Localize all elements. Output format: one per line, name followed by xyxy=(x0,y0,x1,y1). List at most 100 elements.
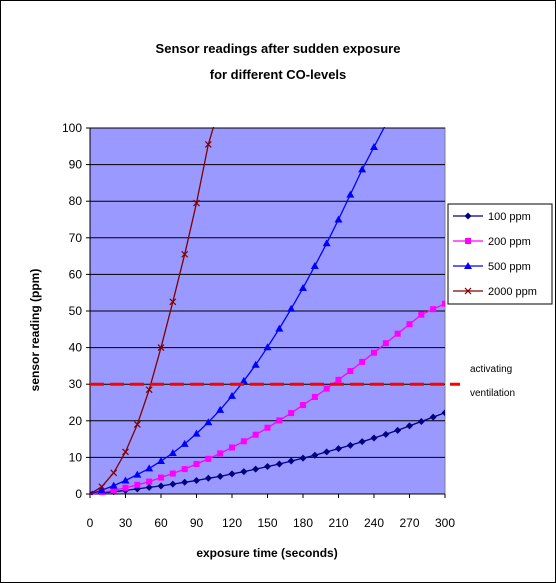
series-3-point-1 xyxy=(98,483,106,491)
legend-marker-0 xyxy=(464,212,472,220)
x-tick-label-300: 300 xyxy=(435,516,455,530)
series-1-point-4 xyxy=(134,481,141,488)
series-0-point-10 xyxy=(204,474,212,482)
series-3-point-10-b xyxy=(204,141,212,148)
series-3-point-9-b xyxy=(193,199,200,207)
series-0-point-13 xyxy=(240,468,248,476)
series-1-point-11 xyxy=(217,450,224,457)
series-1-point-2 xyxy=(110,487,117,494)
series-1-point-16 xyxy=(276,417,283,424)
series-1-point-20 xyxy=(323,385,330,392)
series-2-point-10 xyxy=(204,418,213,426)
x-axis-title: exposure time (seconds) xyxy=(196,546,337,560)
series-0-point-24 xyxy=(370,434,378,442)
series-0-point-18 xyxy=(299,454,307,462)
y-tick-label-60: 60 xyxy=(69,267,83,281)
legend-box xyxy=(447,203,553,305)
series-0-point-6 xyxy=(157,482,165,490)
chart-title-line1: Sensor readings after sudden exposure xyxy=(156,41,401,56)
legend-label-2: 500 ppm xyxy=(488,261,531,273)
y-tick-label-90: 90 xyxy=(69,158,83,172)
series-3-point-7-b xyxy=(169,298,177,306)
series-2-point-20 xyxy=(322,239,331,247)
series-2-point-11 xyxy=(216,405,225,413)
series-2-point-23 xyxy=(358,165,367,173)
annotation-line1: activating xyxy=(470,364,512,375)
series-1-point-5 xyxy=(146,478,153,485)
series-2-point-22 xyxy=(346,190,355,198)
series-3-point-9 xyxy=(193,199,200,207)
series-1-point-15 xyxy=(264,424,271,431)
series-1-point-26 xyxy=(394,330,401,337)
series-3-point-0 xyxy=(90,490,94,495)
series-0-point-15 xyxy=(264,463,271,471)
legend-label-3: 2000 ppm xyxy=(488,286,537,298)
x-tick-label-240: 240 xyxy=(364,516,384,530)
series-2-point-18 xyxy=(299,283,307,291)
series-2-point-13 xyxy=(239,376,248,384)
series-2-point-5 xyxy=(145,464,154,472)
legend-marker-2 xyxy=(464,262,472,269)
x-tick-label-120: 120 xyxy=(222,516,242,530)
series-1-point-10 xyxy=(205,455,212,462)
series-2-point-9 xyxy=(192,429,201,437)
series-3-point-2-b xyxy=(110,469,118,477)
x-tick-label-30: 30 xyxy=(119,516,133,530)
plot-area: 0 10 20 30 40 50 60 70 80 90 100 0 30 60 90 120 150 180 21… xyxy=(62,121,455,530)
series-0-point-14 xyxy=(252,465,260,473)
series-1-point-24 xyxy=(371,349,377,356)
series-3-point-0-b xyxy=(90,490,94,495)
series-3-point-4 xyxy=(133,421,141,428)
series-0-point-22 xyxy=(346,441,354,449)
legend-marker-1 xyxy=(465,238,471,244)
legend-label-1: 200 ppm xyxy=(488,236,531,248)
series-0-point-8 xyxy=(181,478,189,486)
legend-marker-3-b xyxy=(464,287,472,295)
series-0-point-9 xyxy=(193,476,200,484)
series-0-point-5 xyxy=(145,483,153,491)
series-0-point-27 xyxy=(406,422,413,430)
series-2-point-6 xyxy=(157,457,165,465)
series-3-point-8 xyxy=(181,250,189,258)
series-1-point-13 xyxy=(240,438,247,445)
series-2-point-21 xyxy=(334,215,343,223)
series-3-point-2 xyxy=(110,469,118,477)
series-1-point-21 xyxy=(335,376,342,383)
series-1-point-19 xyxy=(311,394,318,401)
series-2-point-8 xyxy=(180,439,189,447)
series-1-point-17 xyxy=(288,410,295,417)
series-3-point-5 xyxy=(145,386,153,394)
series-3-point-6 xyxy=(157,344,165,352)
y-tick-label-30: 30 xyxy=(69,377,83,391)
series-1-point-8 xyxy=(181,466,188,473)
series-2-point-17 xyxy=(287,304,296,312)
series-1-point-6 xyxy=(158,474,164,481)
x-tick-label-150: 150 xyxy=(257,516,277,530)
series-2-point-12 xyxy=(228,391,236,399)
y-tick-label-20: 20 xyxy=(69,414,83,428)
series-2-point-24 xyxy=(370,143,378,151)
series-1-point-9 xyxy=(193,460,200,467)
y-tick-label-0: 0 xyxy=(75,487,82,501)
y-tick-label-80: 80 xyxy=(69,194,83,208)
series-0-point-29 xyxy=(429,413,437,421)
series-0-point-17 xyxy=(287,457,295,465)
series-3-point-7 xyxy=(169,298,177,306)
series-2-point-1 xyxy=(97,486,106,494)
series-1-point-14 xyxy=(252,431,259,438)
x-tick-label-60: 60 xyxy=(154,516,168,530)
y-tick-label-10: 10 xyxy=(69,450,83,464)
series-1-point-22 xyxy=(347,368,354,375)
series-0-point-26 xyxy=(394,426,402,434)
y-axis-title: sensor reading (ppm) xyxy=(28,269,42,392)
chart-title-line2: for different CO-levels xyxy=(210,67,347,82)
series-0-point-11 xyxy=(216,472,224,480)
series-line-2 xyxy=(90,127,386,495)
series-3-point-1-b xyxy=(98,483,106,491)
series-2-point-7 xyxy=(168,449,177,457)
y-tick-label-70: 70 xyxy=(69,231,83,245)
series-1-point-23 xyxy=(359,358,366,365)
series-3-point-8-b xyxy=(181,250,189,258)
series-3-point-6-b xyxy=(157,344,165,352)
